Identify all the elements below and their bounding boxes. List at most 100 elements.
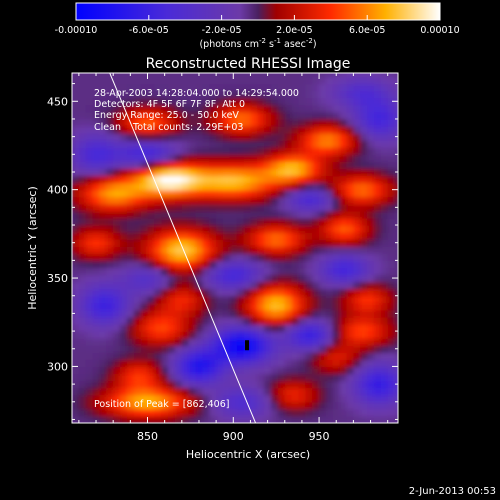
heatmap-cell xyxy=(298,309,306,318)
heatmap-cell xyxy=(229,387,238,396)
heatmap-cell xyxy=(133,182,142,191)
heatmap-cell xyxy=(298,239,306,247)
heatmap-cell xyxy=(380,302,389,311)
heatmap-cell xyxy=(298,210,306,219)
heatmap-cell xyxy=(229,281,238,290)
heatmap-cell xyxy=(181,76,190,85)
heatmap-cell xyxy=(394,140,398,148)
heatmap-cell xyxy=(360,161,368,170)
heatmap-cell xyxy=(106,295,114,304)
heatmap-cell xyxy=(305,182,313,191)
heatmap-cell xyxy=(133,147,142,155)
heatmap-cell xyxy=(373,126,382,134)
heatmap-cell xyxy=(325,366,334,375)
heatmap-cell xyxy=(291,182,300,191)
heatmap-cell xyxy=(312,309,320,318)
heatmap-cell xyxy=(161,175,169,184)
heatmap-cell xyxy=(394,408,398,417)
heatmap-cell xyxy=(353,140,361,148)
heatmap-cell xyxy=(380,408,389,417)
heatmap-cell xyxy=(161,401,169,410)
heatmap-cell xyxy=(113,373,121,382)
heatmap-cell xyxy=(216,182,224,191)
heatmap-cell xyxy=(195,232,203,240)
heatmap-cell xyxy=(168,352,176,360)
heatmap-cell xyxy=(202,316,210,325)
heatmap-cell xyxy=(291,387,300,396)
heatmap-cell xyxy=(188,366,197,375)
heatmap-cell xyxy=(85,316,94,325)
heatmap-cell xyxy=(325,161,334,170)
heatmap-cell xyxy=(271,97,279,106)
heatmap-cell xyxy=(257,161,265,170)
heatmap-cell xyxy=(99,76,107,85)
heatmap-cell xyxy=(360,380,368,389)
heatmap-cell xyxy=(380,154,389,162)
heatmap-cell xyxy=(195,76,203,85)
heatmap-cell xyxy=(394,210,398,219)
heatmap-cell xyxy=(380,274,389,283)
heatmap-cell xyxy=(202,324,210,332)
heatmap-cell xyxy=(161,295,169,304)
heatmap-cell xyxy=(72,324,80,332)
heatmap-cell xyxy=(181,140,190,148)
heatmap-cell xyxy=(154,373,162,382)
heatmap-cell xyxy=(147,366,155,375)
heatmap-cell xyxy=(99,274,107,283)
heatmap-cell xyxy=(78,140,87,148)
heatmap-cell xyxy=(181,345,190,353)
heatmap-cell xyxy=(236,295,245,304)
heatmap-cell xyxy=(271,147,279,155)
heatmap-cell xyxy=(353,154,361,162)
heatmap-cell xyxy=(113,175,121,184)
heatmap-cell xyxy=(188,104,197,113)
heatmap-cell xyxy=(250,175,258,184)
heatmap-cell xyxy=(387,189,396,198)
heatmap-cell xyxy=(78,196,87,205)
heatmap-cell xyxy=(387,76,396,85)
heatmap-cell xyxy=(209,83,217,92)
heatmap-cell xyxy=(332,302,341,311)
heatmap-cell xyxy=(250,281,258,290)
heatmap-cell xyxy=(133,316,142,325)
heatmap-cell xyxy=(209,73,217,78)
heatmap-cell xyxy=(181,126,190,134)
heatmap-cell xyxy=(346,196,354,205)
heatmap-cell xyxy=(216,324,224,332)
heatmap-cell xyxy=(78,161,87,170)
heatmap-cell xyxy=(373,309,382,318)
heatmap-cell xyxy=(85,133,94,141)
heatmap-cell xyxy=(168,189,176,198)
heatmap-cell xyxy=(236,133,245,141)
heatmap-cell xyxy=(216,316,224,325)
heatmap-cell xyxy=(305,274,313,283)
heatmap-cell xyxy=(271,316,279,325)
heatmap-cell xyxy=(92,175,101,184)
heatmap-cell xyxy=(222,133,231,141)
heatmap-cell xyxy=(202,76,210,85)
heatmap-cell xyxy=(188,140,197,148)
heatmap-cell xyxy=(236,168,245,177)
heatmap-cell xyxy=(250,295,258,304)
heatmap-cell xyxy=(216,408,224,417)
heatmap-cell xyxy=(243,210,252,219)
heatmap-cell xyxy=(229,316,238,325)
heatmap-cell xyxy=(319,302,327,311)
heatmap-cell xyxy=(264,203,272,212)
heatmap-cell xyxy=(222,352,231,360)
heatmap-cell xyxy=(312,118,320,127)
heatmap-cell xyxy=(291,73,300,78)
heatmap-cell xyxy=(113,147,121,155)
heatmap-cell xyxy=(222,203,231,212)
heatmap-cell xyxy=(339,288,348,297)
heatmap-cell xyxy=(120,373,128,382)
heatmap-cell xyxy=(360,394,368,403)
heatmap-cell xyxy=(271,380,279,389)
heatmap-cell xyxy=(188,239,197,247)
heatmap-cell xyxy=(216,309,224,318)
heatmap-cell xyxy=(216,232,224,240)
heatmap-cell xyxy=(319,316,327,325)
heatmap-cell xyxy=(312,387,320,396)
heatmap-cell xyxy=(140,302,149,311)
heatmap-cell xyxy=(72,253,80,261)
